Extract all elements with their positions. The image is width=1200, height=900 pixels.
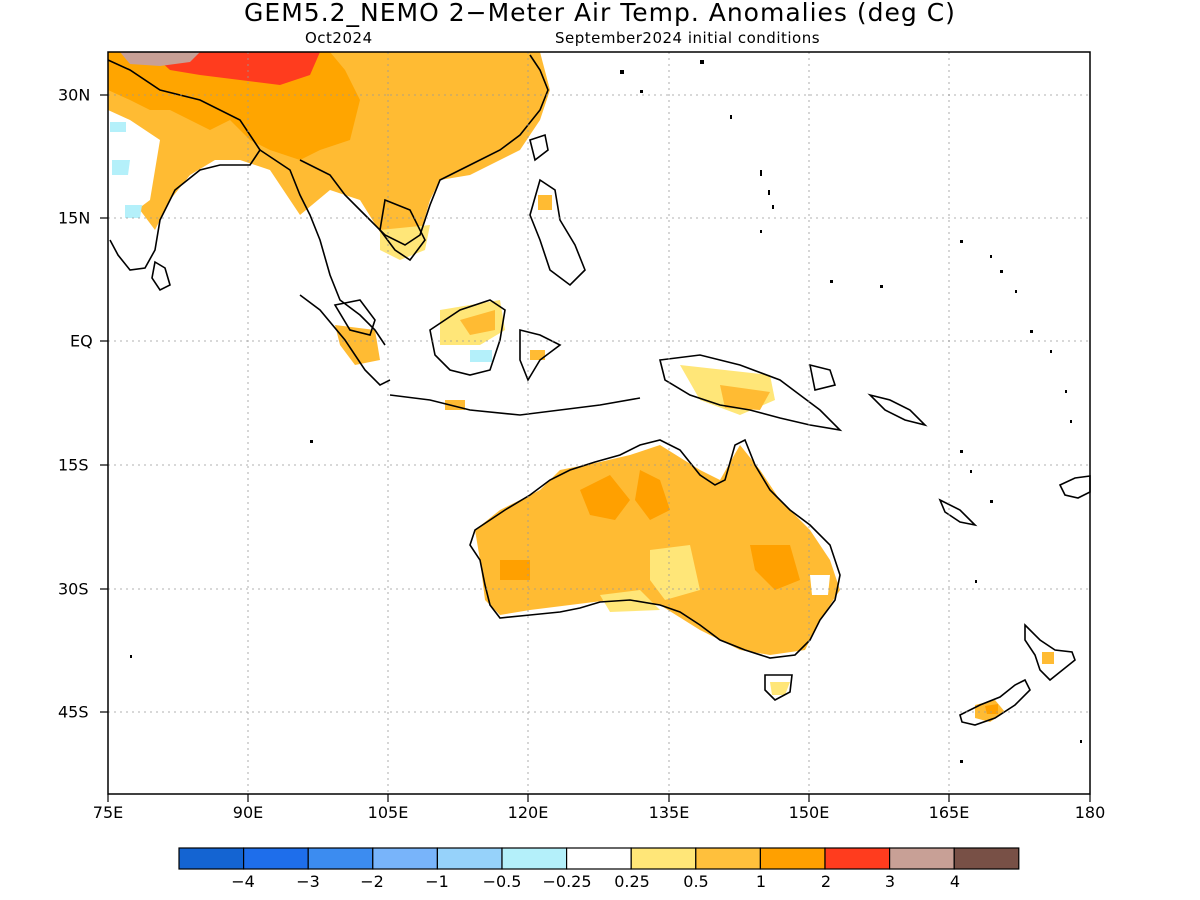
colorbar bbox=[178, 847, 1020, 870]
coastlines bbox=[107, 54, 1091, 726]
colorbar-box bbox=[759, 847, 826, 870]
lon-label-165e: 165E bbox=[928, 803, 970, 822]
colorbar-box bbox=[695, 847, 761, 870]
lon-label-120e: 120E bbox=[507, 803, 549, 822]
colorbar-label: −2 bbox=[360, 872, 384, 891]
colorbar-box bbox=[436, 847, 503, 870]
lon-label-75e: 75E bbox=[92, 803, 124, 822]
maritime-anomaly-shading bbox=[335, 195, 775, 415]
colorbar-box bbox=[501, 847, 568, 870]
colorbar-box bbox=[307, 847, 374, 870]
map-background bbox=[108, 52, 1090, 794]
map-frame bbox=[107, 51, 1091, 795]
small-islands bbox=[130, 60, 1082, 763]
colorbar-box bbox=[888, 847, 955, 870]
colorbar-box bbox=[824, 847, 891, 870]
valid-month-label: Oct2024 bbox=[305, 29, 373, 47]
colorbar-label: 1 bbox=[755, 872, 767, 891]
lon-label-90e: 90E bbox=[232, 803, 264, 822]
colorbar-box bbox=[630, 847, 697, 870]
lat-label-30s: 30S bbox=[58, 579, 89, 599]
lon-label-180: 180 bbox=[1074, 803, 1106, 822]
lat-label-30n: 30N bbox=[58, 85, 91, 105]
axis-ticks bbox=[100, 94, 1091, 802]
colorbar-box bbox=[372, 847, 438, 870]
lon-label-135e: 135E bbox=[648, 803, 690, 822]
chart-title: GEM5.2_NEMO 2−Meter Air Temp. Anomalies … bbox=[244, 0, 956, 27]
lon-label-105e: 105E bbox=[367, 803, 409, 822]
colorbar-label: −0.25 bbox=[542, 872, 592, 891]
colorbar-box bbox=[953, 847, 1020, 870]
colorbar-box bbox=[243, 847, 309, 870]
colorbar-label: −3 bbox=[296, 872, 320, 891]
colorbar-box bbox=[178, 847, 245, 870]
init-conditions-label: September2024 initial conditions bbox=[555, 29, 821, 47]
colorbar-label: 4 bbox=[949, 872, 961, 891]
gridlines bbox=[108, 52, 1090, 794]
colorbar-label: −0.5 bbox=[482, 872, 522, 891]
colorbar-label: −4 bbox=[231, 872, 255, 891]
lat-label-eq: EQ bbox=[70, 331, 93, 351]
lat-label-15s: 15S bbox=[58, 455, 89, 475]
colorbar-label: 0.25 bbox=[614, 872, 650, 891]
colorbar-label: 2 bbox=[820, 872, 832, 891]
colorbar-label: 3 bbox=[884, 872, 896, 891]
lon-label-150e: 150E bbox=[788, 803, 830, 822]
colorbar-label: 0.5 bbox=[683, 872, 709, 891]
lat-label-15n: 15N bbox=[58, 208, 91, 228]
colorbar-label: −1 bbox=[425, 872, 449, 891]
colorbar-box bbox=[565, 847, 632, 870]
lat-label-45s: 45S bbox=[58, 702, 89, 722]
australia-anomaly-shading bbox=[475, 445, 840, 695]
